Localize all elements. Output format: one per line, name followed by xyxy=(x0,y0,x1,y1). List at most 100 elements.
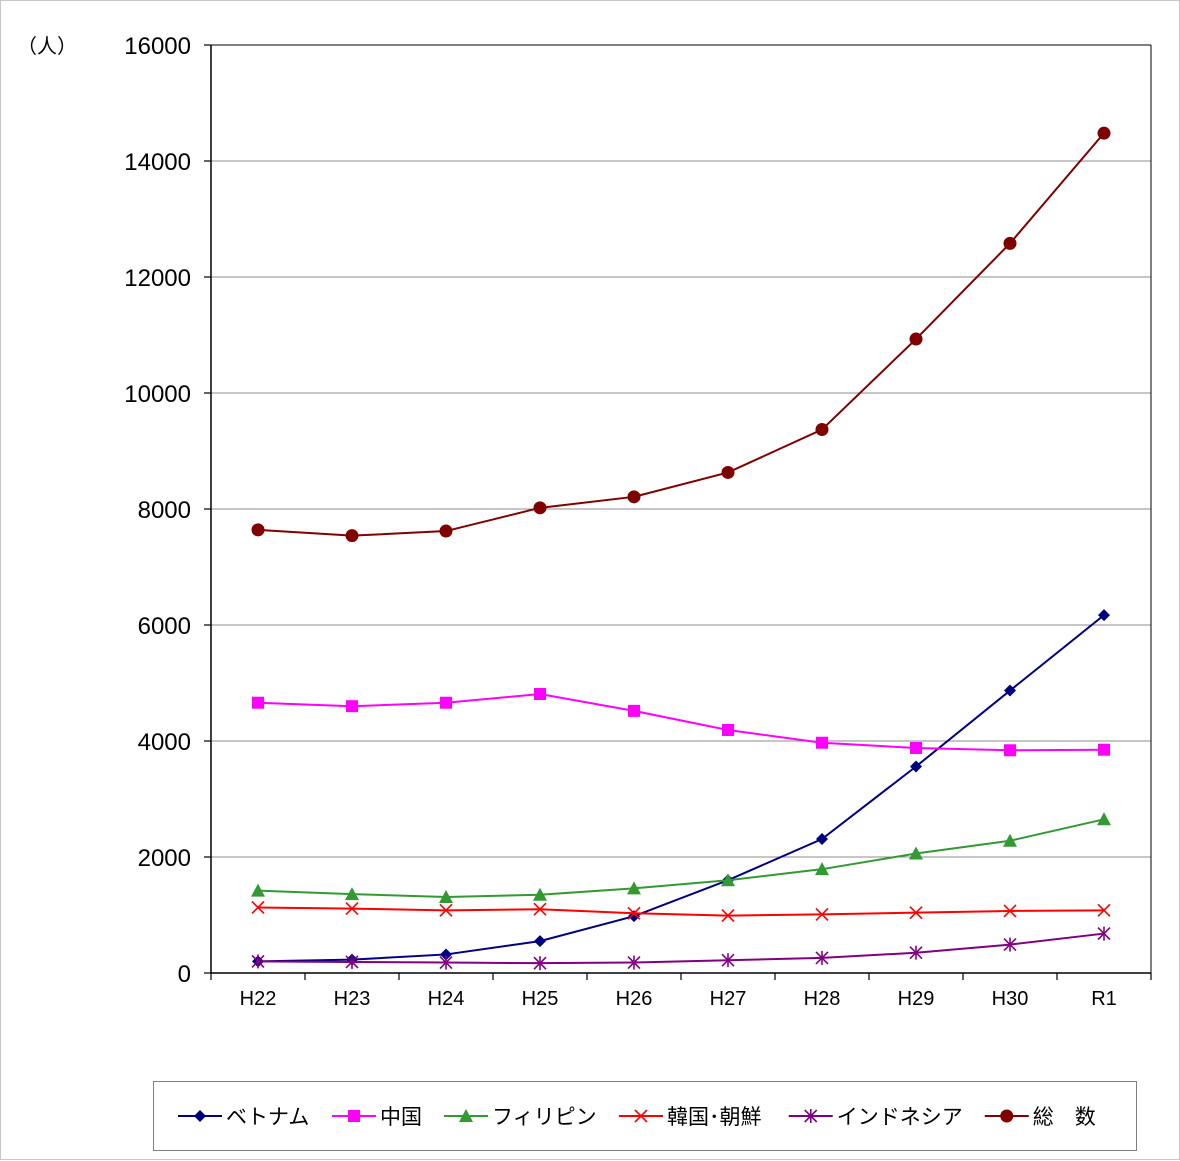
y-tick-label: 6000 xyxy=(138,613,191,640)
data-point xyxy=(1003,236,1017,250)
legend-item: 中国 xyxy=(331,1106,422,1129)
data-point xyxy=(251,883,265,897)
series-2 xyxy=(251,812,1111,904)
data-point xyxy=(1003,937,1017,952)
legend-item: 総 数 xyxy=(984,1106,1096,1129)
legend-label: インドネシア xyxy=(837,1106,963,1129)
data-point xyxy=(439,903,453,917)
series-5 xyxy=(251,126,1111,543)
data-point xyxy=(1003,904,1017,918)
data-point xyxy=(1003,833,1017,847)
data-point xyxy=(1004,744,1016,757)
data-point xyxy=(721,873,735,887)
y-tick-label: 16000 xyxy=(124,33,191,60)
data-point xyxy=(533,902,547,916)
series-line xyxy=(257,693,1105,752)
legend-label: 総 数 xyxy=(1033,1106,1096,1129)
data-point xyxy=(440,948,452,961)
legend-label: 中国 xyxy=(380,1106,422,1129)
y-tick-label: 2000 xyxy=(138,845,191,872)
data-point xyxy=(345,529,359,543)
x-tick-label: H25 xyxy=(522,988,559,1010)
x-tick-label: H28 xyxy=(804,988,841,1010)
x-tick-label: H30 xyxy=(992,988,1029,1010)
data-point xyxy=(345,954,359,969)
data-point xyxy=(533,956,547,971)
data-point xyxy=(721,909,735,923)
data-point xyxy=(815,862,829,876)
data-point xyxy=(252,696,264,709)
data-point xyxy=(440,696,452,709)
x-tick-label: H29 xyxy=(898,988,935,1010)
x-tick-label: H22 xyxy=(240,988,277,1010)
axes xyxy=(204,44,1152,980)
data-point xyxy=(627,881,641,895)
data-point xyxy=(1097,126,1111,140)
x-tick-label: H23 xyxy=(334,988,371,1010)
legend-marker xyxy=(347,1110,360,1122)
data-point xyxy=(1004,684,1016,697)
legend-label: ベトナム xyxy=(226,1106,309,1129)
legend-marker xyxy=(194,1110,206,1122)
series-3 xyxy=(251,900,1111,923)
data-point xyxy=(251,900,265,915)
data-point xyxy=(722,723,734,736)
legend-item: フィリピン xyxy=(443,1106,597,1129)
data-point xyxy=(909,332,923,346)
data-point xyxy=(533,887,547,901)
data-point xyxy=(1097,903,1111,917)
y-tick-label: 12000 xyxy=(124,265,191,292)
x-tick-label: H24 xyxy=(428,988,465,1010)
y-tick-label: 0 xyxy=(178,961,191,988)
data-point xyxy=(439,955,453,970)
legend-label: 韓国･朝鮮 xyxy=(667,1106,762,1129)
legend-item: インドネシア xyxy=(788,1106,963,1129)
legend-svg: ベトナム 中国 フィリピン 韓国･朝鮮 インドネシア 総 数 xyxy=(178,1106,1096,1129)
y-unit-label: （人） xyxy=(17,35,77,58)
data-point xyxy=(439,890,453,904)
data-point xyxy=(910,741,922,754)
y-tick-label: 8000 xyxy=(138,497,191,524)
legend-item: 韓国･朝鮮 xyxy=(618,1106,762,1129)
legend-marker xyxy=(458,1109,473,1122)
legend-marker xyxy=(804,1109,818,1123)
data-point xyxy=(628,704,640,717)
legend-label: フィリピン xyxy=(492,1106,597,1129)
data-point xyxy=(1097,926,1111,941)
series-line xyxy=(257,614,1105,963)
data-point xyxy=(627,490,641,504)
data-point xyxy=(251,523,265,537)
x-tick-label: R1 xyxy=(1091,988,1117,1010)
legend-marker xyxy=(634,1109,648,1123)
data-point xyxy=(815,907,829,921)
data-point xyxy=(346,700,358,713)
data-point xyxy=(815,950,829,965)
legend-marker xyxy=(1000,1109,1014,1123)
y-tick-label: 10000 xyxy=(124,381,191,408)
y-tick-label: 4000 xyxy=(138,729,191,756)
data-point xyxy=(533,501,547,515)
series-line xyxy=(257,818,1105,899)
data-point xyxy=(345,887,359,901)
data-point xyxy=(816,833,828,846)
data-point xyxy=(909,906,923,920)
series-layer xyxy=(251,126,1111,971)
data-point xyxy=(627,955,641,970)
y-tick-labels: 0 2000 4000 6000 8000 10000 12000 14000 16000 xyxy=(124,33,191,988)
data-point xyxy=(534,688,546,701)
data-point xyxy=(534,935,546,948)
data-point xyxy=(721,465,735,479)
series-line xyxy=(257,132,1105,537)
legend-item: ベトナム xyxy=(178,1106,309,1129)
data-point xyxy=(439,524,453,538)
x-tick-labels: H22 H23 H24 H25 H26 H27 H28 H29 H30 R1 xyxy=(240,988,1117,1010)
series-line xyxy=(257,932,1105,965)
data-point xyxy=(627,906,641,920)
data-point xyxy=(909,945,923,960)
data-point xyxy=(910,760,922,773)
data-point xyxy=(1098,743,1110,756)
series-line xyxy=(257,906,1105,917)
data-point xyxy=(909,846,923,860)
